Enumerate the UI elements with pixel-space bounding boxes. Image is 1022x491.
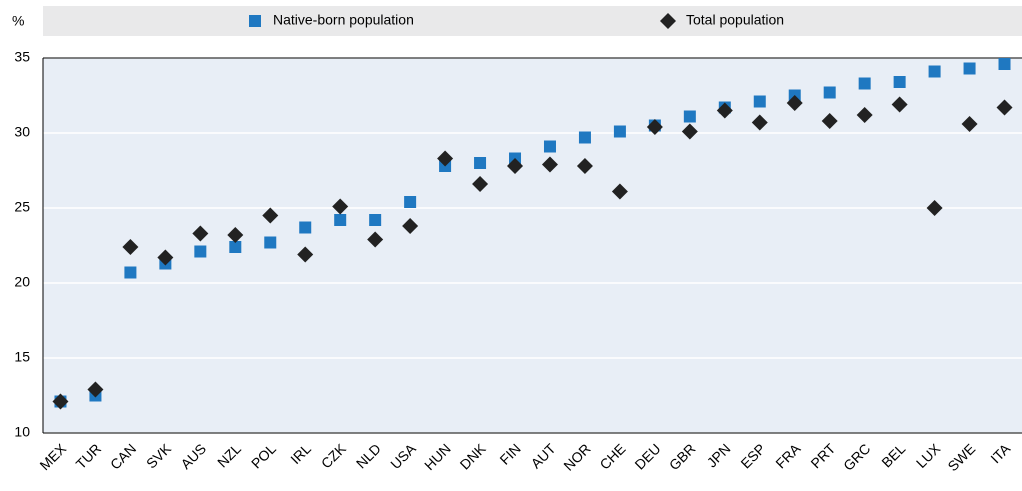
point: [404, 196, 417, 208]
y-tick-label: 30: [14, 124, 30, 140]
x-tick-label: PRT: [808, 440, 839, 471]
x-tick-label: POL: [248, 440, 279, 471]
point: [716, 102, 733, 119]
x-tick-label: ITA: [987, 440, 1013, 466]
point: [751, 114, 768, 131]
point: [821, 113, 838, 129]
x-tick-label: LUX: [913, 440, 944, 471]
x-tick-label: DEU: [631, 440, 663, 472]
y-tick-label: 25: [14, 199, 30, 215]
point: [963, 62, 976, 75]
x-tick-label: TUR: [73, 440, 105, 472]
point: [823, 86, 836, 99]
point: [367, 231, 384, 248]
x-tick-label: USA: [387, 440, 419, 472]
point: [681, 123, 698, 140]
point: [299, 221, 312, 234]
point: [124, 266, 137, 279]
x-tick-label: AUS: [177, 440, 209, 472]
x-tick-label: NLD: [353, 440, 384, 471]
point: [157, 249, 174, 266]
point: [893, 76, 906, 88]
point: [928, 65, 941, 78]
point: [369, 214, 382, 226]
x-tick-label: SVK: [143, 440, 175, 472]
x-tick-label: FRA: [772, 440, 804, 472]
y-axis-label: %: [12, 13, 24, 29]
point: [611, 183, 628, 200]
point: [437, 150, 454, 167]
point: [87, 381, 104, 398]
y-tick-label: 10: [14, 424, 30, 440]
point: [334, 214, 347, 226]
x-tick-label: DNK: [457, 440, 490, 473]
x-tick-label: ESP: [737, 440, 768, 471]
legend-swatch: [660, 13, 676, 29]
x-tick-label: AUT: [528, 440, 559, 471]
point: [996, 99, 1013, 116]
point: [683, 110, 696, 123]
point: [543, 140, 556, 153]
point: [646, 119, 663, 135]
point: [613, 125, 626, 138]
y-tick-label: 20: [14, 274, 30, 290]
x-tick-label: FIN: [496, 440, 523, 467]
x-tick-label: CZK: [318, 440, 350, 472]
point: [474, 157, 487, 169]
point: [786, 95, 803, 111]
x-tick-label: HUN: [421, 440, 454, 473]
point: [472, 176, 489, 192]
x-tick-label: NOR: [560, 440, 593, 473]
point: [229, 241, 242, 253]
x-tick-label: GBR: [666, 440, 699, 473]
x-tick-label: BEL: [878, 440, 908, 470]
legend-label: Total population: [686, 12, 784, 28]
point: [576, 158, 593, 174]
legend-band: [43, 6, 1022, 36]
point: [998, 58, 1011, 70]
x-tick-label: CAN: [107, 440, 139, 472]
point: [961, 116, 978, 132]
x-tick-label: JPN: [704, 440, 734, 470]
plot-area: [43, 58, 1022, 433]
point: [507, 158, 524, 174]
point: [297, 246, 314, 263]
point: [122, 239, 139, 255]
point: [858, 77, 871, 90]
x-tick-label: IRL: [287, 440, 314, 467]
point: [402, 218, 419, 234]
x-tick-label: MEX: [36, 440, 69, 473]
x-tick-label: CHE: [596, 440, 628, 472]
point: [227, 227, 244, 243]
x-tick-label: SWE: [944, 440, 978, 474]
point: [578, 131, 591, 144]
point: [192, 225, 209, 242]
point: [926, 200, 943, 216]
point: [753, 95, 766, 108]
point: [891, 96, 908, 113]
y-tick-label: 15: [14, 349, 30, 365]
point: [264, 236, 277, 249]
y-tick-label: 35: [14, 49, 30, 65]
point: [262, 207, 279, 224]
point: [856, 107, 873, 123]
point: [332, 198, 349, 215]
point: [52, 393, 69, 410]
legend-label: Native-born population: [273, 12, 414, 28]
point: [194, 245, 207, 258]
x-tick-label: NZL: [214, 440, 244, 470]
x-tick-label: GRC: [840, 440, 873, 473]
legend-swatch: [249, 15, 261, 27]
point: [541, 156, 558, 173]
